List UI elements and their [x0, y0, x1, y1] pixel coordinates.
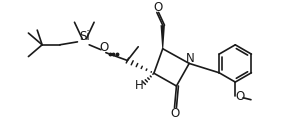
Text: Si: Si	[79, 31, 90, 43]
Text: H: H	[135, 80, 144, 92]
Text: O: O	[99, 41, 108, 54]
Polygon shape	[161, 25, 165, 49]
Text: O: O	[235, 90, 245, 103]
Text: O: O	[171, 107, 180, 120]
Text: O: O	[153, 1, 162, 14]
Text: N: N	[186, 52, 195, 65]
